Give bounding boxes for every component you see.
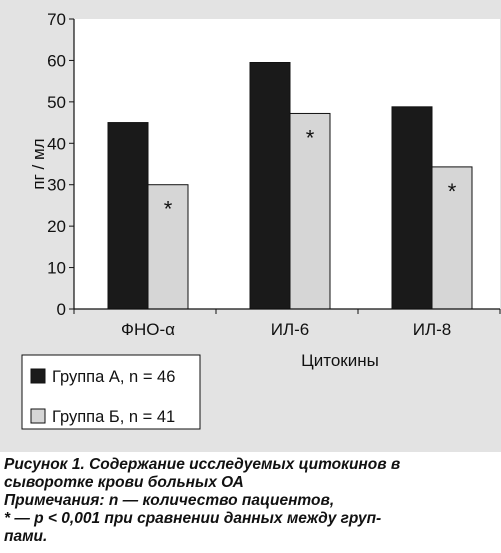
y-tick-label: 0 [57, 300, 66, 319]
y-tick-label: 20 [47, 217, 66, 236]
bar-chart: 0 10 20 30 40 50 60 70 * ФНО-α * ИЛ-6 * ИЛ-8 пг / мл Ци… [21, 10, 501, 430]
legend-label: Группа А, n = 46 [52, 368, 175, 386]
caption-line: Примечания: n — количество пациентов, [4, 492, 335, 509]
bar-group-a [391, 106, 433, 310]
caption-line: сыворотке крови больных ОА [4, 474, 244, 491]
legend-box [21, 354, 201, 430]
y-tick-label: 10 [47, 259, 66, 278]
y-tick-label: 50 [47, 93, 66, 112]
bar-group-a [107, 122, 149, 310]
y-tick-label: 30 [47, 176, 66, 195]
bar-group-b [289, 112, 331, 310]
x-tick-label: ИЛ-6 [271, 320, 310, 339]
legend-swatch [30, 408, 46, 424]
legend-swatch [30, 368, 46, 384]
significance-marker: * [448, 179, 457, 204]
y-tick-label: 40 [47, 134, 66, 153]
caption-line: Рисунок 1. Содержание исследуемых цитоки… [4, 456, 401, 473]
bar-group-b [431, 166, 473, 310]
caption-line: пами. [4, 528, 48, 545]
caption-line: * — p < 0,001 при сравнении данных между… [4, 510, 382, 527]
bar-group-a [249, 62, 291, 310]
y-axis-title: пг / мл [29, 138, 48, 189]
x-axis-title: Цитокины [301, 351, 379, 370]
significance-marker: * [164, 197, 173, 222]
significance-marker: * [306, 125, 315, 150]
chart-figure: 0 10 20 30 40 50 60 70 * ФНО-α * ИЛ-6 * ИЛ-8 пг / мл Ци… [0, 0, 501, 452]
y-tick-label: 60 [47, 51, 66, 70]
x-tick-label: ФНО-α [121, 320, 175, 339]
figure-caption: Рисунок 1. Содержание исследуемых цитоки… [4, 456, 498, 546]
bar-group-b [147, 184, 189, 310]
y-tick-label: 70 [47, 10, 66, 29]
x-tick-label: ИЛ-8 [413, 320, 452, 339]
legend-label: Группа Б, n = 41 [52, 408, 175, 426]
